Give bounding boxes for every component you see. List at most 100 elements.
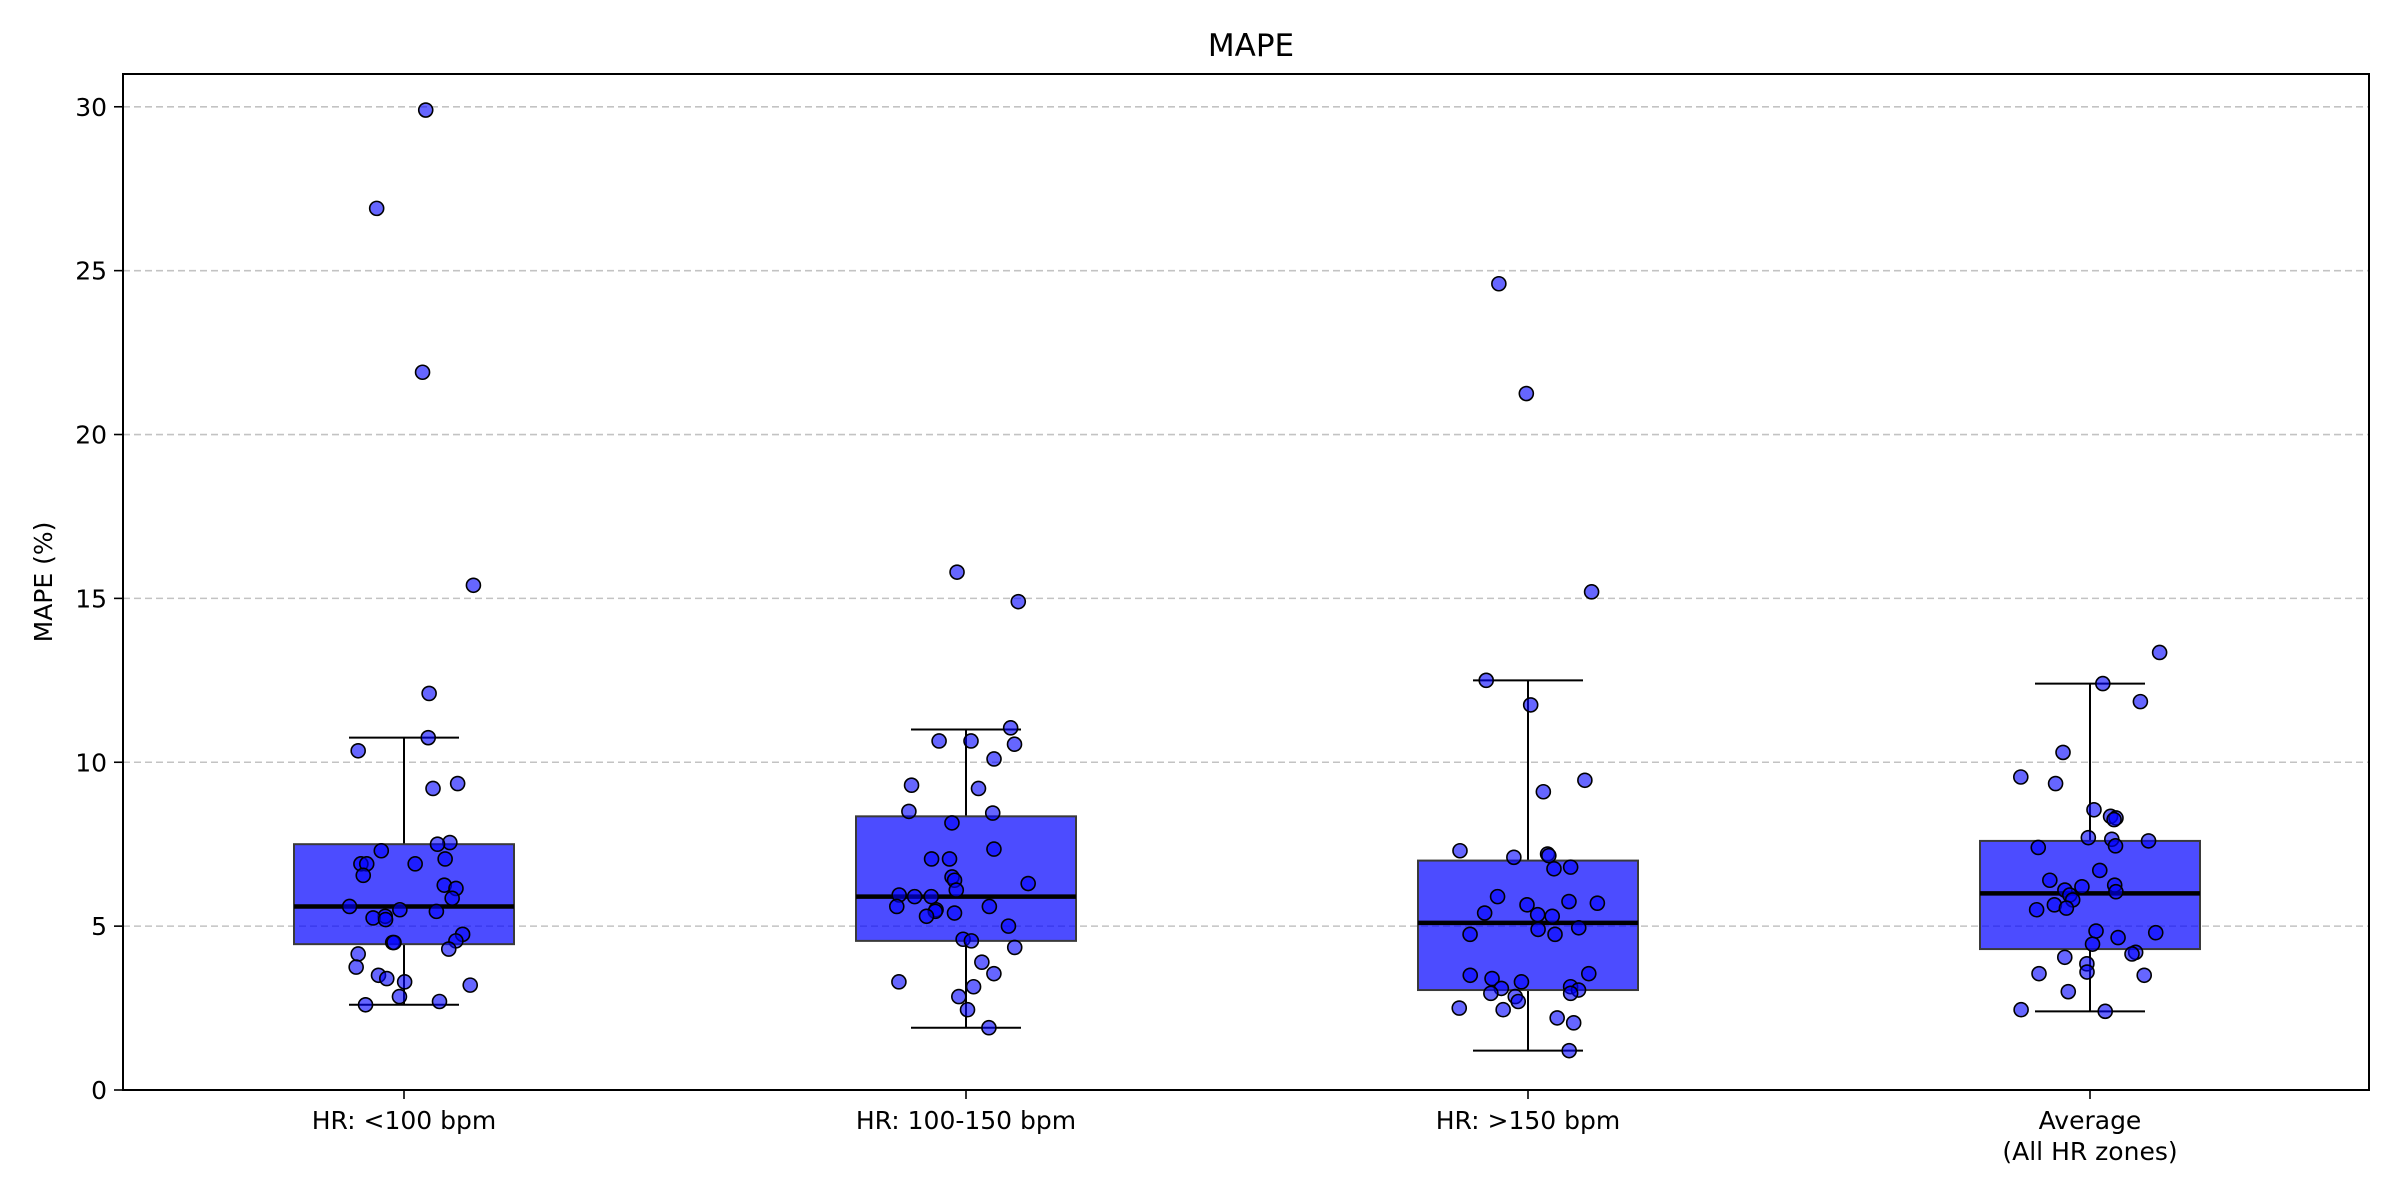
data-point (2080, 829, 2097, 846)
data-point (2147, 924, 2164, 941)
data-point (2124, 946, 2140, 962)
data-point (462, 977, 479, 993)
x-tick-label: HR: >150 bpm (1436, 1106, 1620, 1135)
data-point (2030, 839, 2047, 856)
data-point (981, 1019, 997, 1036)
data-point (2108, 883, 2124, 900)
data-point (941, 851, 958, 867)
data-point (440, 941, 457, 957)
data-point (2088, 923, 2104, 939)
data-point (2055, 744, 2071, 761)
data-point (373, 842, 390, 859)
data-point (1462, 926, 1478, 943)
data-point (1535, 783, 1552, 800)
data-point (1577, 772, 1593, 789)
data-point (1010, 593, 1027, 610)
data-point (2012, 769, 2029, 785)
box-iqr (293, 843, 515, 946)
data-point (946, 905, 963, 921)
box-iqr (1417, 859, 1639, 992)
data-point (901, 803, 917, 820)
data-point (2095, 675, 2111, 692)
data-point (965, 978, 982, 995)
data-point (888, 898, 905, 915)
data-point (1546, 860, 1562, 877)
data-point (2106, 811, 2122, 828)
data-point (931, 733, 947, 749)
data-point (1561, 893, 1577, 910)
data-point (1489, 888, 1506, 905)
data-point (891, 974, 907, 990)
box-iqr (855, 815, 1077, 942)
data-point (2107, 838, 2124, 854)
data-point (2074, 878, 2090, 895)
data-point (341, 898, 358, 915)
data-point (425, 780, 441, 797)
y-tick-label: 0 (91, 1076, 107, 1105)
data-point (970, 780, 987, 797)
data-point (1541, 847, 1557, 864)
data-point (986, 965, 1002, 982)
data-point (903, 777, 920, 794)
data-point (1495, 1001, 1511, 1018)
data-point (1000, 918, 1017, 934)
data-point (1519, 897, 1535, 913)
data-point (986, 841, 1002, 857)
data-point (2060, 983, 2077, 1000)
data-point (377, 911, 394, 928)
gridlines (123, 105, 2369, 927)
data-point (951, 988, 967, 1005)
data-point (391, 988, 408, 1005)
data-point (1522, 697, 1539, 713)
data-point (421, 685, 437, 702)
data-point (2097, 1003, 2114, 1020)
data-point (465, 577, 482, 594)
data-point (1462, 967, 1479, 984)
data-point (1451, 1000, 1468, 1016)
plot-frame (122, 73, 2370, 1091)
data-point (974, 954, 990, 970)
data-point (1006, 736, 1023, 753)
y-axis-label: MAPE (%) (29, 522, 58, 643)
data-point (2058, 900, 2075, 916)
x-tick-label: Average (All HR zones) (2002, 1106, 2177, 1166)
data-point (437, 851, 453, 867)
data-point (1476, 905, 1493, 921)
chart-title: MAPE (1208, 28, 1294, 64)
data-point (2151, 644, 2168, 661)
y-tick-label: 30 (75, 93, 107, 122)
data-point (2047, 775, 2064, 792)
data-point (906, 888, 923, 905)
data-point (1518, 385, 1535, 402)
data-point (2042, 872, 2058, 889)
data-point (428, 903, 445, 920)
data-point (350, 742, 366, 759)
points-layer (341, 102, 2168, 1059)
data-point (1547, 926, 1563, 943)
data-point (1549, 1010, 1565, 1026)
axes-layer: 0 5 10 15 20 25 30 HR: <100 bpm HR: 100-150 bpm H… (75, 93, 2177, 1166)
data-point (350, 946, 366, 962)
data-point (923, 888, 940, 905)
y-tick-label: 10 (75, 748, 107, 777)
y-tick-label: 15 (75, 584, 107, 613)
data-point (2086, 801, 2102, 818)
data-point (923, 851, 940, 867)
data-point (2079, 964, 2095, 980)
data-point (2056, 949, 2073, 966)
data-point (1561, 1042, 1577, 1059)
data-point (392, 901, 408, 918)
data-point (1513, 974, 1530, 990)
data-point (355, 867, 372, 884)
data-point (963, 733, 979, 749)
data-point (2132, 693, 2149, 710)
data-point (1589, 895, 1606, 911)
data-point (2013, 1001, 2029, 1018)
data-point (986, 751, 1002, 767)
data-point (420, 729, 437, 746)
data-point (963, 933, 980, 949)
data-point (2091, 862, 2108, 879)
data-point (2031, 965, 2047, 982)
data-point (949, 564, 965, 580)
